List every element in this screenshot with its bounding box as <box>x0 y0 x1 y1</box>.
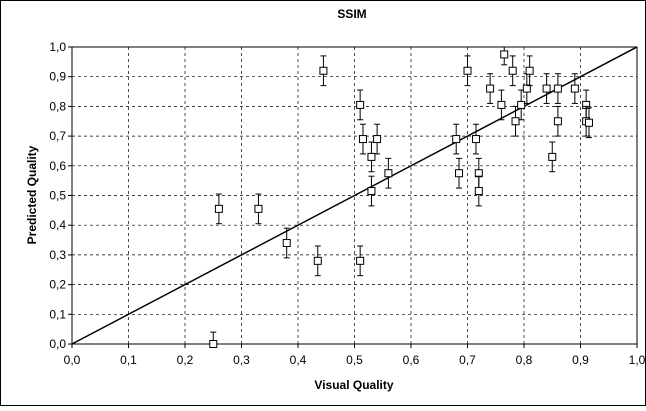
data-point <box>548 141 557 173</box>
y-tick-label: 0,9 <box>49 70 66 84</box>
x-tick-label: 0,2 <box>177 353 194 367</box>
data-point <box>384 157 393 189</box>
point-marker <box>542 84 551 93</box>
data-point <box>522 73 531 104</box>
point-marker <box>358 135 367 144</box>
data-point <box>455 157 464 189</box>
grid <box>72 47 637 344</box>
data-point <box>319 55 328 87</box>
point-marker <box>584 118 593 127</box>
data-point <box>497 89 506 121</box>
x-tick-label: 0,3 <box>233 353 250 367</box>
data-point <box>209 331 218 348</box>
point-marker <box>497 100 506 109</box>
y-tick-label: 0,2 <box>49 278 66 292</box>
y-tick-label: 1,0 <box>49 40 66 54</box>
data-point <box>214 193 223 225</box>
point-marker <box>525 66 534 75</box>
point-marker <box>474 187 483 196</box>
point-marker <box>209 340 218 348</box>
x-tick-label: 0,7 <box>459 353 476 367</box>
point-marker <box>452 135 461 144</box>
data-point <box>542 73 551 104</box>
point-marker <box>373 135 382 144</box>
x-tick-label: 0,0 <box>64 353 81 367</box>
y-axis-ticks: 0,0 0,1 0,2 0,3 0,4 0,5 0,6 0,7 0,8 0,9 1,0 <box>49 40 72 351</box>
y-tick-label: 0,8 <box>49 99 66 113</box>
y-tick-label: 0,1 <box>49 307 66 321</box>
data-point <box>452 123 461 155</box>
data-point <box>254 193 263 225</box>
point-marker <box>455 169 464 178</box>
data-point <box>525 55 534 87</box>
y-tick-label: 0,5 <box>49 189 66 203</box>
data-point <box>486 73 495 104</box>
reference-line <box>71 46 638 345</box>
x-axis-title: Visual Quality <box>314 378 393 392</box>
point-marker <box>254 204 263 213</box>
data-point <box>358 123 367 155</box>
point-marker <box>384 169 393 178</box>
x-axis-ticks: 0,0 0,1 0,2 0,3 0,4 0,5 0,6 0,7 0,8 0,9 1,0 <box>64 344 646 367</box>
data-point <box>282 227 291 259</box>
x-tick-label: 1,0 <box>629 353 646 367</box>
point-marker <box>367 187 376 196</box>
data-point <box>553 73 562 104</box>
point-marker <box>553 84 562 93</box>
point-marker <box>500 50 509 59</box>
point-marker <box>356 256 365 265</box>
y-tick-label: 0,4 <box>49 218 66 232</box>
x-tick-label: 0,6 <box>403 353 420 367</box>
point-marker <box>463 66 472 75</box>
point-marker <box>356 100 365 109</box>
point-marker <box>548 152 557 161</box>
x-tick-label: 0,5 <box>346 353 363 367</box>
point-marker <box>522 84 531 93</box>
point-marker <box>471 135 480 144</box>
data-point <box>463 55 472 87</box>
data-point <box>500 46 509 66</box>
data-points <box>209 46 593 348</box>
point-marker <box>319 66 328 75</box>
data-point <box>553 105 562 137</box>
data-point <box>373 123 382 155</box>
data-point <box>367 175 376 207</box>
x-tick-label: 0,1 <box>120 353 137 367</box>
x-tick-label: 0,9 <box>572 353 589 367</box>
data-point <box>471 123 480 155</box>
data-point <box>570 73 579 104</box>
data-point <box>508 55 517 87</box>
point-marker <box>553 117 562 126</box>
y-tick-label: 0,6 <box>49 159 66 173</box>
data-point <box>584 107 593 139</box>
point-marker <box>313 256 322 265</box>
point-marker <box>367 152 376 161</box>
y-axis-title: Predicted Quality <box>25 145 39 244</box>
point-marker <box>570 84 579 93</box>
point-marker <box>474 169 483 178</box>
point-marker <box>511 117 520 126</box>
data-point <box>356 89 365 121</box>
y-tick-label: 0,3 <box>49 248 66 262</box>
y-tick-label: 0,0 <box>49 337 66 351</box>
x-tick-label: 0,4 <box>290 353 307 367</box>
point-marker <box>282 239 291 248</box>
x-tick-label: 0,8 <box>516 353 533 367</box>
point-marker <box>508 66 517 75</box>
point-marker <box>486 84 495 93</box>
y-tick-label: 0,7 <box>49 129 66 143</box>
point-marker <box>214 204 223 213</box>
data-point <box>356 245 365 277</box>
point-marker <box>517 100 526 109</box>
data-point <box>474 175 483 207</box>
data-point <box>313 245 322 277</box>
chart-title: SSIM <box>337 7 366 21</box>
